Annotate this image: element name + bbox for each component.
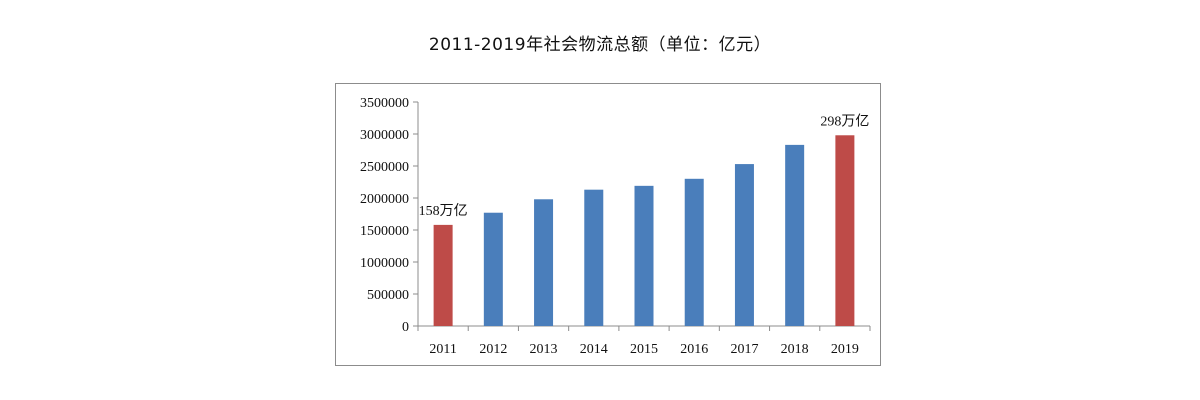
y-tick-label: 1000000 <box>360 256 409 271</box>
bar-2015 <box>634 185 654 326</box>
x-tick-label-2015: 2015 <box>630 342 658 357</box>
bars <box>433 135 855 326</box>
data-label-2011: 158万亿 <box>419 203 468 219</box>
y-tick-label: 2000000 <box>360 192 409 207</box>
x-tick-label-2017: 2017 <box>730 342 758 357</box>
x-tick-label-2013: 2013 <box>530 342 558 357</box>
bar-2013 <box>534 199 554 326</box>
y-tick-label: 500000 <box>367 288 409 303</box>
bar-2018 <box>785 144 805 326</box>
x-tick-label-2011: 2011 <box>429 342 456 357</box>
labels: 2011 2012 2013 2014 2015 2016 2017 2018 2019 158万… <box>419 113 870 357</box>
bar-2017 <box>734 164 754 326</box>
data-label-2019: 298万亿 <box>820 113 869 129</box>
bar-2012 <box>483 212 503 326</box>
axes: 0 500000 1000000 1500000 2000000 2500000 30000… <box>360 96 871 335</box>
y-tick-label: 1500000 <box>360 224 409 239</box>
y-tick-label: 3500000 <box>360 96 409 111</box>
bar-2016 <box>684 178 704 326</box>
y-tick-label: 0 <box>402 320 409 335</box>
x-tick-label-2016: 2016 <box>680 342 708 357</box>
y-tick-label: 3000000 <box>360 128 409 143</box>
chart-title: 2011-2019年社会物流总额（单位：亿元） <box>428 35 772 55</box>
x-tick-label-2014: 2014 <box>580 342 608 357</box>
y-tick-label: 2500000 <box>360 160 409 175</box>
bar-2011 <box>433 224 453 326</box>
x-tick-label-2012: 2012 <box>479 342 507 357</box>
x-tick-label-2018: 2018 <box>781 342 809 357</box>
x-tick-label-2019: 2019 <box>831 342 859 357</box>
bar-2014 <box>584 189 604 326</box>
bar-2019 <box>835 135 855 326</box>
